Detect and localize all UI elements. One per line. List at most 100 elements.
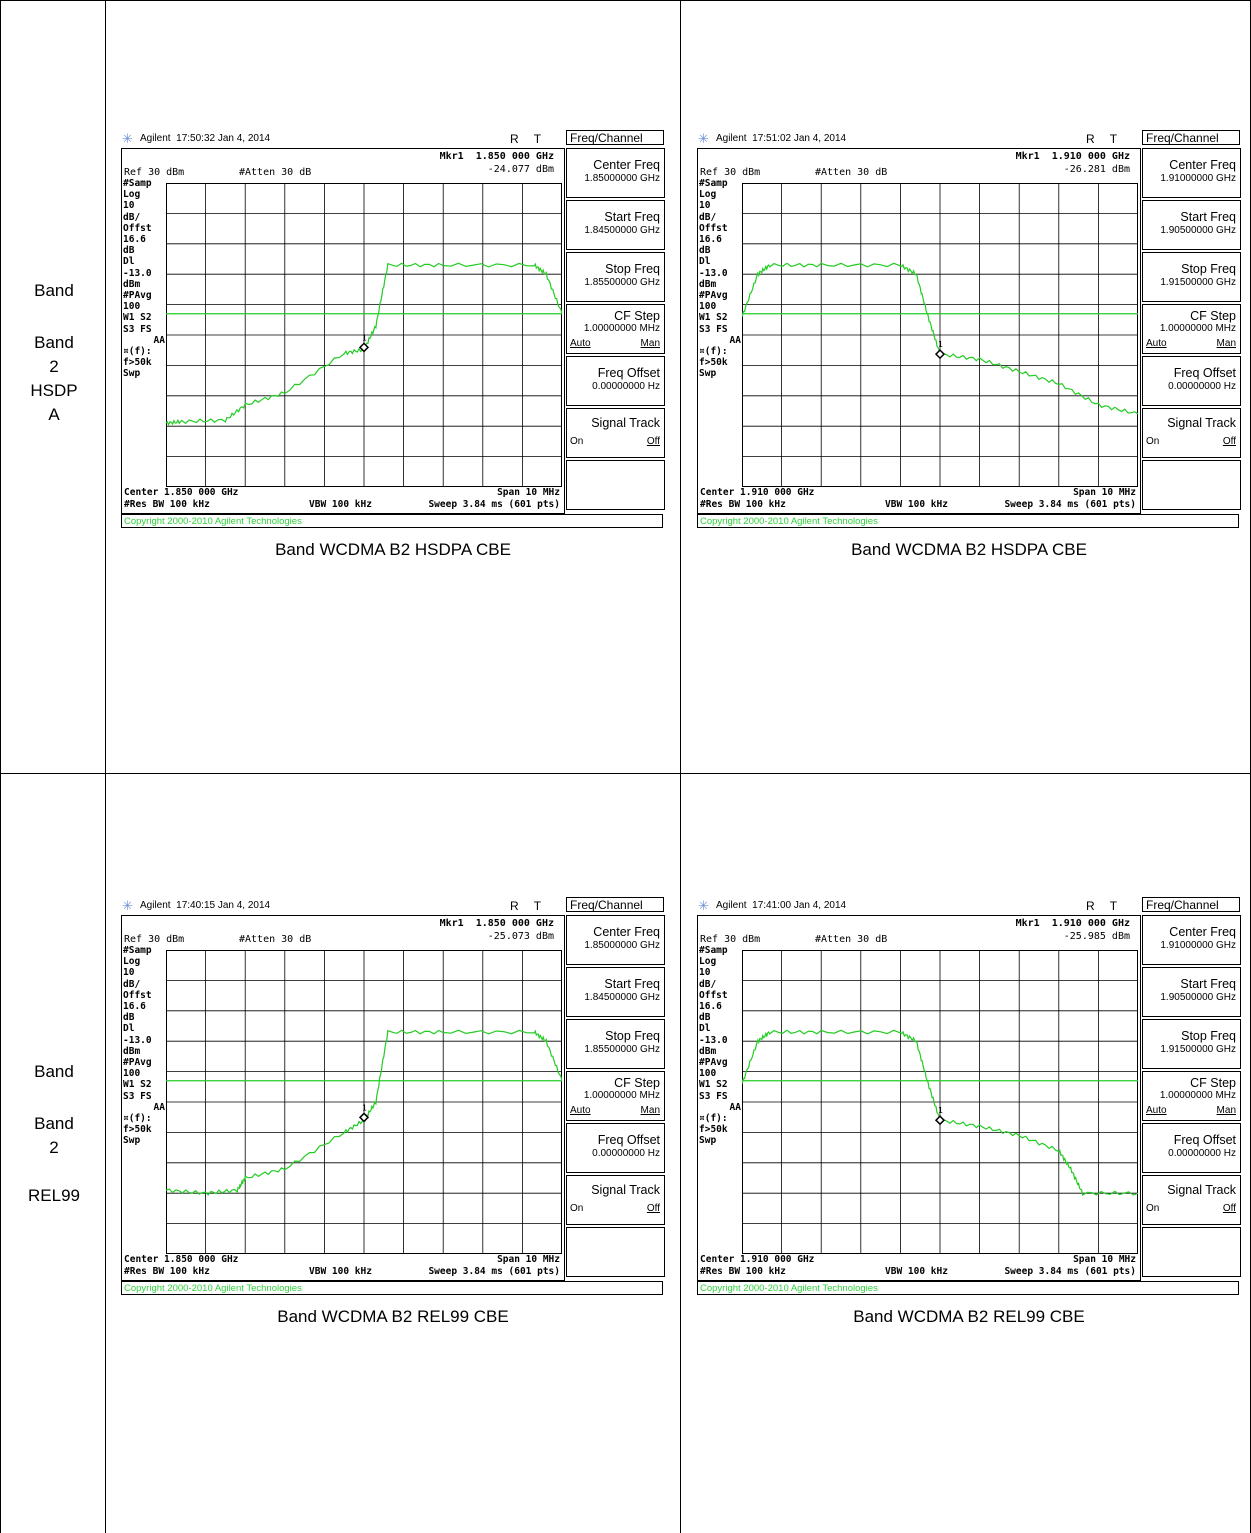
side-annotation: W1 S2 — [123, 312, 152, 324]
table-divider-label — [105, 0, 106, 1533]
caption: Band WCDMA B2 REL99 CBE — [277, 1307, 509, 1326]
center-freq-softkey[interactable]: Center Freq 1.85000000 GHz — [566, 915, 665, 965]
reference-level: Ref 30 dBm — [124, 934, 185, 945]
start-freq-softkey[interactable]: Start Freq 1.84500000 GHz — [566, 967, 665, 1017]
analyzer-title: Agilent 17:41:00 Jan 4, 2014 — [716, 900, 846, 911]
side-annotation: -13.0 — [699, 267, 728, 279]
center-frequency: Center 1.910 000 GHz — [700, 1254, 815, 1265]
off-option: Off — [646, 436, 660, 447]
side-annotation: 10 — [123, 200, 135, 212]
softkey-label: Center Freq — [593, 925, 660, 939]
man-option: Man — [1216, 1105, 1236, 1116]
stop-freq-softkey[interactable]: Stop Freq 1.85500000 GHz — [566, 252, 665, 302]
analyzer-header: ✳ Agilent 17:40:15 Jan 4, 2014 R T — [118, 897, 668, 915]
marker-diamond — [934, 349, 946, 360]
softkey-value: 1.91000000 GHz — [1160, 940, 1236, 951]
side-annotation: Dl — [123, 1023, 135, 1035]
table-border-top — [0, 0, 1251, 1]
resolution-bandwidth: #Res BW 100 kHz — [700, 499, 786, 510]
marker-prefix: Mkr1 — [439, 918, 464, 929]
side-annotations: #Samp Log 10 dB/Offst 16.6 dB Dl -13.0 dBm #PAvg 1… — [123, 945, 165, 1147]
softkey-label: Signal Track — [591, 1183, 660, 1197]
menu-title: Freq/Channel — [566, 897, 664, 912]
marker-frequency: 1.850 000 GHz — [475, 918, 554, 929]
signal-track-softkey[interactable]: Signal Track On Off — [566, 408, 665, 458]
cf-step-softkey[interactable]: CF Step 1.00000000 MHz Auto Man — [1142, 1071, 1241, 1121]
start-freq-softkey[interactable]: Start Freq 1.90500000 GHz — [1142, 200, 1241, 250]
softkey-value: 0.00000000 Hz — [1168, 381, 1236, 392]
menu-title: Freq/Channel — [1142, 897, 1240, 912]
row-label-hsdpa: Band Band 2 HSDP A — [4, 280, 104, 428]
signal-track-softkey[interactable]: Signal Track On Off — [566, 1175, 665, 1225]
center-freq-softkey[interactable]: Center Freq 1.91000000 GHz — [1142, 915, 1241, 965]
side-annotation: dB — [699, 245, 711, 257]
side-annotation: dBm — [123, 1045, 141, 1057]
start-freq-softkey[interactable]: Start Freq 1.84500000 GHz — [566, 200, 665, 250]
side-annotation: Swp — [699, 368, 717, 380]
row-label-line: Band — [34, 281, 74, 300]
marker-label: 1 — [362, 1103, 367, 1112]
stop-freq-softkey[interactable]: Stop Freq 1.91500000 GHz — [1142, 252, 1241, 302]
softkey-label: Start Freq — [1180, 977, 1236, 991]
table-row-divider — [0, 773, 1251, 774]
blank-softkey[interactable] — [1142, 460, 1241, 510]
center-frequency: Center 1.910 000 GHz — [700, 487, 815, 498]
side-annotation: S3 FS — [123, 1090, 152, 1102]
softkey-menu: Freq/Channel Center Freq 1.85000000 GHz … — [566, 897, 666, 1279]
cf-step-softkey[interactable]: CF Step 1.00000000 MHz Auto Man — [566, 304, 665, 354]
freq-offset-softkey[interactable]: Freq Offset 0.00000000 Hz — [1142, 356, 1241, 406]
center-freq-softkey[interactable]: Center Freq 1.85000000 GHz — [566, 148, 665, 198]
stop-freq-softkey[interactable]: Stop Freq 1.85500000 GHz — [566, 1019, 665, 1069]
softkey-label: CF Step — [614, 1076, 660, 1090]
spectrum-plot: 1 — [742, 183, 1138, 487]
blank-softkey[interactable] — [1142, 1227, 1241, 1277]
rt-indicator: R T — [1086, 899, 1124, 913]
side-annotation: Dl — [699, 1023, 711, 1035]
analyzer-screen: Mkr1 1.910 000 GHz -25.985 dBm Ref 30 dB… — [697, 915, 1141, 1281]
agilent-logo-icon: ✳ — [698, 131, 709, 146]
side-annotation: f>50k — [699, 357, 728, 369]
freq-offset-softkey[interactable]: Freq Offset 0.00000000 Hz — [1142, 1123, 1241, 1173]
center-freq-softkey[interactable]: Center Freq 1.91000000 GHz — [1142, 148, 1241, 198]
cf-step-softkey[interactable]: CF Step 1.00000000 MHz Auto Man — [566, 1071, 665, 1121]
marker-level: -26.281 dBm — [1063, 164, 1130, 175]
side-annotation: dB/ — [123, 978, 141, 990]
softkey-label: CF Step — [1190, 1076, 1236, 1090]
copyright-bar: Copyright 2000-2010 Agilent Technologies — [697, 1281, 1239, 1295]
signal-track-softkey[interactable]: Signal Track On Off — [1142, 1175, 1241, 1225]
blank-softkey[interactable] — [566, 1227, 665, 1277]
analyzer-header: ✳ Agilent 17:51:02 Jan 4, 2014 R T — [694, 130, 1244, 148]
softkey-label: Start Freq — [604, 977, 660, 991]
softkey-label: Stop Freq — [1181, 262, 1236, 276]
softkey-label: Center Freq — [1169, 925, 1236, 939]
analyzer-title: Agilent 17:51:02 Jan 4, 2014 — [716, 133, 846, 144]
attenuation: #Atten 30 dB — [239, 934, 312, 945]
cf-step-softkey[interactable]: CF Step 1.00000000 MHz Auto Man — [1142, 304, 1241, 354]
side-annotation: Dl — [699, 256, 711, 268]
side-annotation: S3 FS — [699, 1090, 728, 1102]
resolution-bandwidth: #Res BW 100 kHz — [124, 1266, 210, 1277]
side-annotation: Swp — [123, 1135, 141, 1147]
side-annotation: 10 — [699, 967, 711, 979]
reference-level: Ref 30 dBm — [700, 934, 761, 945]
freq-offset-softkey[interactable]: Freq Offset 0.00000000 Hz — [566, 1123, 665, 1173]
auto-option: Auto — [1146, 1105, 1167, 1116]
center-frequency: Center 1.850 000 GHz — [124, 487, 239, 498]
softkey-label: Center Freq — [1169, 158, 1236, 172]
side-annotation: ¤(f): — [123, 346, 152, 358]
resolution-bandwidth: #Res BW 100 kHz — [700, 1266, 786, 1277]
signal-track-softkey[interactable]: Signal Track On Off — [1142, 408, 1241, 458]
side-annotation: #PAvg — [699, 290, 728, 302]
spectrum-plot: 1 — [166, 183, 562, 487]
stop-freq-softkey[interactable]: Stop Freq 1.91500000 GHz — [1142, 1019, 1241, 1069]
softkey-menu: Freq/Channel Center Freq 1.85000000 GHz … — [566, 130, 666, 512]
row-label-line: 2 — [49, 1138, 59, 1157]
blank-softkey[interactable] — [566, 460, 665, 510]
side-annotation: dB — [699, 1012, 711, 1024]
freq-offset-softkey[interactable]: Freq Offset 0.00000000 Hz — [566, 356, 665, 406]
start-freq-softkey[interactable]: Start Freq 1.90500000 GHz — [1142, 967, 1241, 1017]
softkey-label: Signal Track — [1167, 416, 1236, 430]
side-annotations: #Samp Log 10 dB/Offst 16.6 dB Dl -13.0 dBm #PAvg 1… — [699, 178, 741, 380]
attenuation: #Atten 30 dB — [815, 934, 888, 945]
marker-label: 1 — [938, 1106, 943, 1115]
